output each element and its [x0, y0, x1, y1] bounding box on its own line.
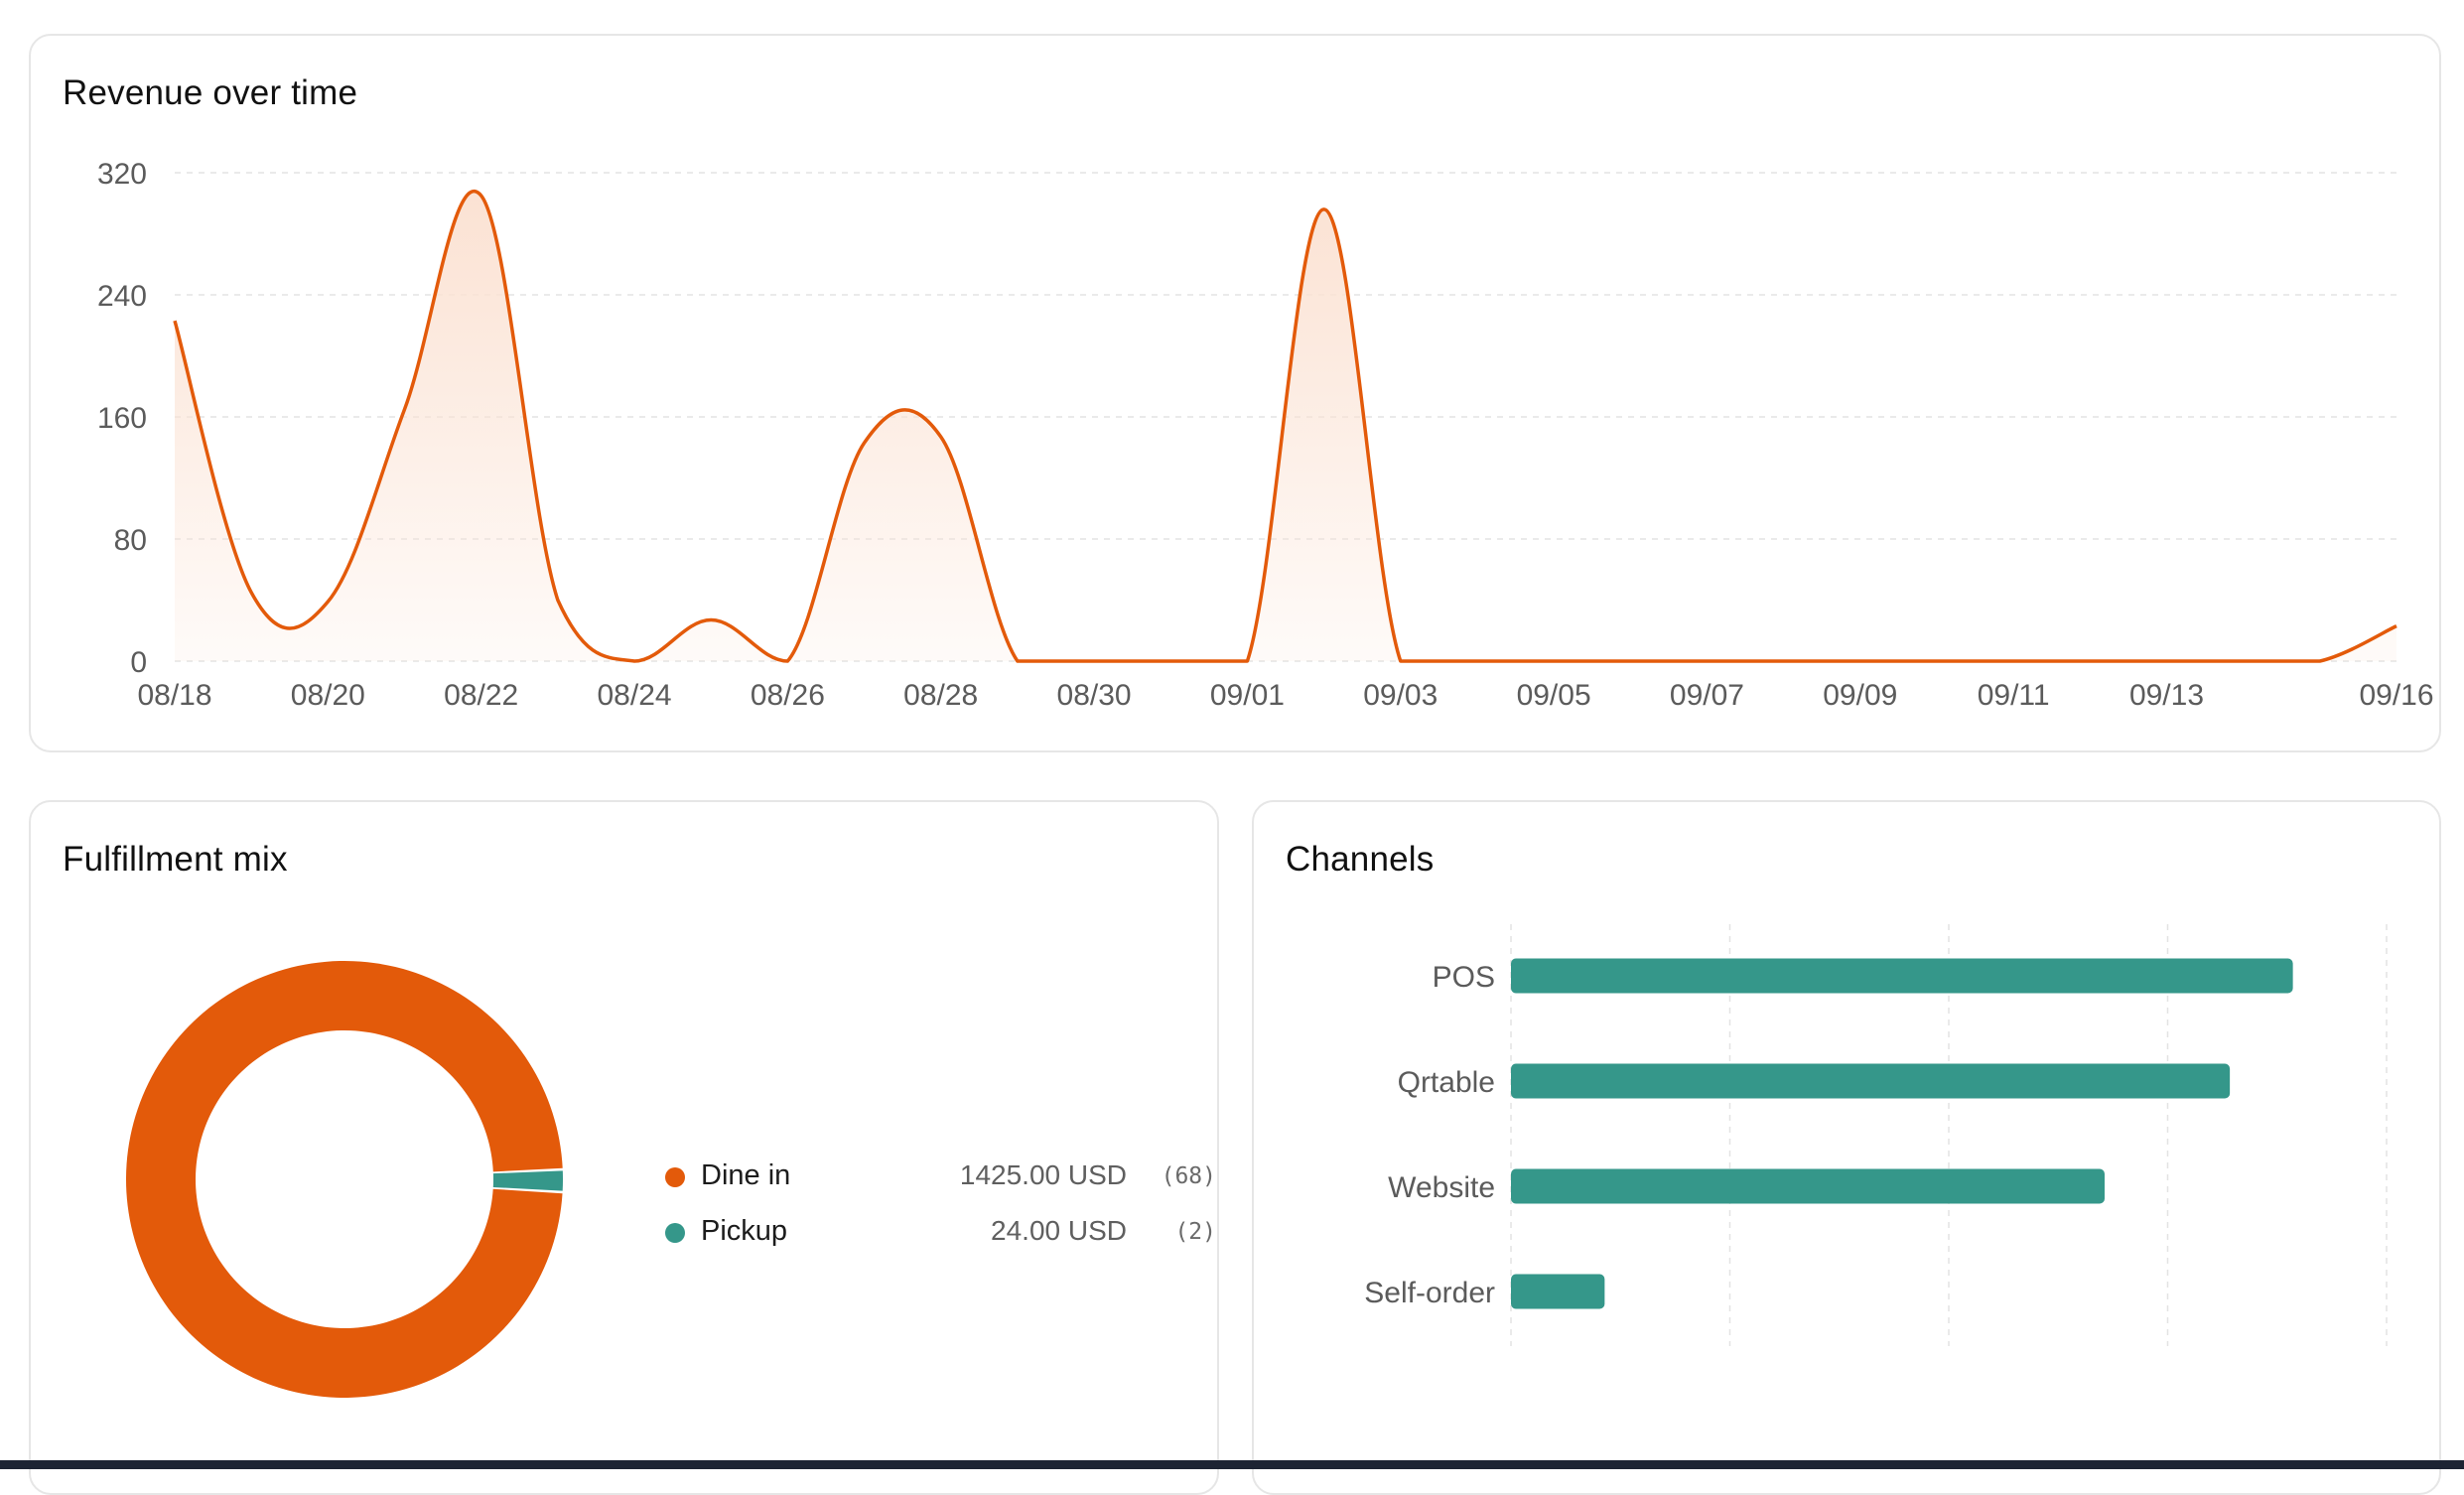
revenue-point-09-06[interactable] — [1624, 655, 1636, 667]
x-tick-label: 08/24 — [597, 679, 671, 712]
revenue-point-08-26[interactable] — [781, 655, 793, 667]
channel-label: Self-order — [1364, 1277, 1495, 1309]
legend-label: Dine in — [701, 1159, 791, 1191]
channel-bar-qrtable[interactable] — [1511, 1063, 2231, 1099]
revenue-point-09-02[interactable] — [1318, 204, 1330, 215]
legend-count: (2) — [1174, 1219, 1216, 1245]
legend-item-pickup[interactable]: Pickup 24.00 USD (2) — [665, 1207, 1216, 1263]
revenue-chart: 0 80 160 240 320 08/18 08/20 08/22 08/24 08/26 08/… — [97, 158, 2434, 712]
revenue-point-08-31[interactable] — [1164, 655, 1176, 667]
donut-slice-dine-in[interactable] — [125, 961, 563, 1399]
revenue-point-08-27[interactable] — [859, 437, 871, 449]
channel-bar-self-order[interactable] — [1511, 1274, 1605, 1309]
revenue-point-09-03[interactable] — [1395, 655, 1407, 667]
x-tick-label: 09/03 — [1363, 679, 1437, 712]
revenue-area — [175, 191, 2396, 661]
x-tick-label: 08/22 — [444, 679, 518, 712]
channel-bar-website[interactable] — [1511, 1168, 2105, 1204]
legend-dot-pickup — [665, 1223, 685, 1243]
revenue-point-09-05[interactable] — [1548, 655, 1560, 667]
revenue-point-08-29[interactable] — [1012, 655, 1024, 667]
revenue-card: Revenue over time 0 80 160 240 320 08/18 08/20… — [29, 34, 2441, 752]
x-tick-label: 08/30 — [1057, 679, 1132, 712]
x-tick-label: 09/16 — [2359, 679, 2433, 712]
revenue-point-09-11[interactable] — [2007, 655, 2019, 667]
x-tick-label: 09/01 — [1210, 679, 1285, 712]
channel-label: Qrtable — [1398, 1066, 1495, 1099]
legend-dot-dine-in — [665, 1167, 685, 1187]
channels-title: Channels — [1286, 840, 1435, 879]
revenue-point-09-15[interactable] — [2314, 655, 2326, 667]
revenue-point-09-08[interactable] — [1778, 655, 1790, 667]
revenue-point-08-25[interactable] — [705, 613, 717, 625]
revenue-point-08-19[interactable] — [245, 587, 257, 599]
window-bottom-edge — [0, 1460, 2464, 1469]
revenue-line[interactable] — [173, 190, 2397, 663]
legend-item-dine-in[interactable]: Dine in 1425.00 USD (68) — [665, 1152, 1216, 1207]
revenue-point-09-10[interactable] — [1931, 655, 1943, 667]
revenue-point-08-24[interactable] — [628, 655, 640, 667]
revenue-point-08-28[interactable] — [935, 431, 947, 443]
revenue-point-08-30[interactable] — [1088, 655, 1100, 667]
fulfillment-donut-chart — [125, 961, 563, 1399]
revenue-point-09-07[interactable] — [1701, 655, 1712, 667]
legend-value: 1425.00 USD — [959, 1159, 1127, 1190]
revenue-point-08-20[interactable] — [322, 596, 334, 608]
revenue-point-09-01[interactable] — [1241, 655, 1253, 667]
y-tick-label: 320 — [97, 158, 147, 191]
channels-bar-chart: POS Qrtable Website Self-order — [1364, 924, 2388, 1346]
y-tick-label: 80 — [114, 524, 147, 557]
x-tick-label: 08/26 — [751, 679, 825, 712]
x-tick-label: 09/05 — [1517, 679, 1591, 712]
revenue-point-09-09[interactable] — [1854, 655, 1866, 667]
legend-count: (68) — [1161, 1163, 1216, 1189]
revenue-point-08-18[interactable] — [169, 315, 181, 327]
fulfillment-title: Fulfillment mix — [63, 840, 288, 879]
x-tick-label: 09/13 — [2129, 679, 2204, 712]
channels-card: Channels POS Qrtable Website Self-order — [1252, 800, 2441, 1495]
revenue-point-09-12[interactable] — [2084, 655, 2096, 667]
revenue-point-09-16[interactable] — [2391, 620, 2402, 632]
revenue-point-09-14[interactable] — [2238, 655, 2250, 667]
y-tick-label: 240 — [97, 280, 147, 313]
x-tick-label: 08/28 — [903, 679, 978, 712]
revenue-point-09-04[interactable] — [1471, 655, 1483, 667]
revenue-point-08-21[interactable] — [399, 403, 411, 415]
fulfillment-card: Fulfillment mix Dine in 1425.00 USD (68)… — [29, 800, 1219, 1495]
legend-label: Pickup — [701, 1215, 788, 1247]
donut-slice-pickup[interactable] — [492, 1170, 563, 1191]
channel-bar-pos[interactable] — [1511, 958, 2293, 994]
fulfillment-legend: Dine in 1425.00 USD (68) Pickup 24.00 US… — [665, 1152, 1216, 1263]
revenue-point-08-23[interactable] — [552, 595, 564, 607]
x-tick-label: 09/11 — [1978, 679, 2050, 712]
x-tick-label: 08/18 — [137, 679, 211, 712]
revenue-point-09-13[interactable] — [2160, 655, 2172, 667]
x-tick-label: 09/07 — [1670, 679, 1744, 712]
x-tick-label: 09/09 — [1823, 679, 1897, 712]
channel-label: POS — [1433, 961, 1495, 994]
channel-label: Website — [1388, 1171, 1495, 1204]
x-tick-label: 08/20 — [291, 679, 365, 712]
revenue-point-08-22[interactable] — [476, 190, 487, 202]
revenue-title: Revenue over time — [63, 73, 358, 112]
legend-value: 24.00 USD — [991, 1215, 1127, 1246]
y-tick-label: 160 — [97, 402, 147, 435]
y-tick-label: 0 — [130, 646, 147, 679]
